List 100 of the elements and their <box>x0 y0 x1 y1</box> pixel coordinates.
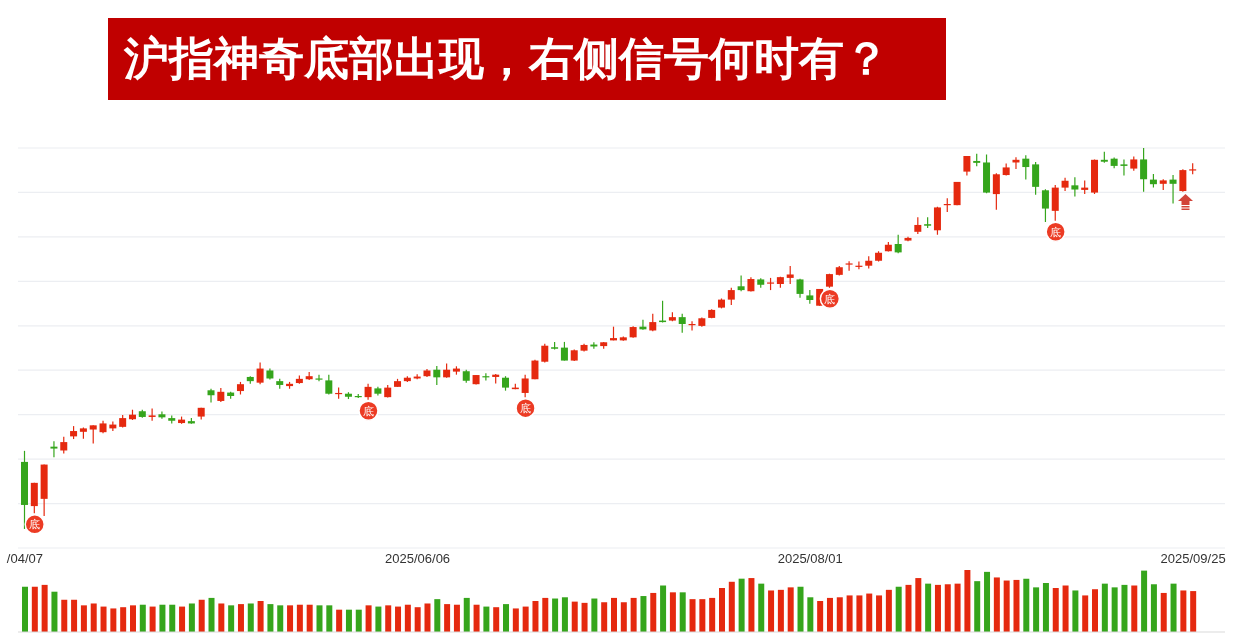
candlestick <box>1041 188 1049 223</box>
bar <box>895 586 902 632</box>
bar <box>1042 583 1049 632</box>
bar <box>1052 587 1059 632</box>
bar <box>885 589 892 632</box>
bar <box>758 583 765 632</box>
bar <box>139 604 146 632</box>
bar <box>964 570 971 632</box>
candlestick <box>933 206 941 236</box>
bar <box>188 603 195 632</box>
candlestick <box>50 440 58 458</box>
bar <box>777 589 784 632</box>
bar <box>306 604 313 632</box>
candlestick <box>1120 158 1128 177</box>
annotation: 底 <box>362 404 374 417</box>
x-tick-label: 2025/08/01 <box>777 551 843 567</box>
bar <box>984 571 991 632</box>
bar <box>1003 580 1010 632</box>
candlestick <box>30 482 38 514</box>
bar <box>601 602 608 632</box>
bar <box>944 584 951 632</box>
chart-title: 沪指神奇底部出现，右侧信号何时有？ <box>108 18 946 100</box>
candlestick <box>894 234 902 254</box>
candlestick <box>315 374 323 382</box>
bar <box>395 606 402 632</box>
candlestick <box>1140 148 1148 193</box>
bar <box>277 605 284 632</box>
bar <box>630 597 637 632</box>
bar <box>660 585 667 632</box>
bar <box>61 599 68 632</box>
bar <box>709 597 716 632</box>
bar <box>738 578 745 632</box>
bar <box>1062 585 1069 632</box>
candlestick <box>207 388 215 404</box>
bar <box>866 593 873 632</box>
bar <box>1121 584 1128 632</box>
bar <box>650 592 657 632</box>
bar <box>296 604 303 632</box>
bar <box>768 590 775 632</box>
candlestick <box>89 424 97 445</box>
bar <box>669 592 676 632</box>
bar <box>542 597 549 632</box>
candlestick <box>678 313 686 334</box>
candlestick <box>1032 161 1040 196</box>
bar <box>817 601 824 632</box>
bar <box>915 578 922 632</box>
bar <box>100 606 107 632</box>
candlestick <box>256 361 264 385</box>
bar <box>934 584 941 632</box>
bar <box>129 605 136 632</box>
bar <box>591 598 598 632</box>
bar <box>31 586 38 632</box>
bar <box>218 603 225 632</box>
bar <box>856 595 863 632</box>
bar <box>287 605 294 632</box>
annotation: 底 <box>1050 225 1062 238</box>
bar <box>836 597 843 632</box>
bar <box>532 601 539 632</box>
bar <box>404 604 411 632</box>
candlestick <box>1169 174 1177 205</box>
bar <box>336 609 343 632</box>
bar <box>640 596 647 632</box>
x-tick-label: 2025/06/06 <box>385 551 451 567</box>
bar <box>237 604 244 632</box>
bar <box>807 597 814 632</box>
bar <box>90 603 97 632</box>
bar <box>787 587 794 632</box>
bar <box>493 607 500 632</box>
bar <box>1180 590 1187 632</box>
bar <box>1150 584 1157 632</box>
bar <box>699 599 706 632</box>
bar <box>1170 583 1177 632</box>
bar <box>826 597 833 632</box>
bar <box>925 583 932 632</box>
x-tick-label: 2025/09/25 <box>1160 551 1226 567</box>
bar <box>316 605 323 632</box>
candlestick <box>560 341 568 362</box>
candlestick <box>433 365 441 386</box>
candlestick <box>737 275 745 292</box>
bar <box>718 587 725 632</box>
bar <box>561 597 568 632</box>
candlestick <box>845 260 853 272</box>
bar <box>326 605 333 632</box>
bar <box>22 586 28 632</box>
bar <box>169 604 176 632</box>
bar <box>159 604 166 632</box>
bar <box>444 604 451 632</box>
x-tick-label: /04/07 <box>6 551 43 567</box>
bar <box>1082 595 1089 632</box>
bar <box>463 597 470 632</box>
candlestick <box>1051 184 1059 222</box>
bar <box>876 595 883 632</box>
annotation: 底 <box>29 518 41 531</box>
candlestick <box>521 374 529 398</box>
bar <box>424 603 431 632</box>
bar <box>503 604 510 632</box>
bar <box>552 598 559 632</box>
bar <box>51 591 58 632</box>
bar <box>80 605 87 632</box>
candlestick <box>963 155 971 177</box>
